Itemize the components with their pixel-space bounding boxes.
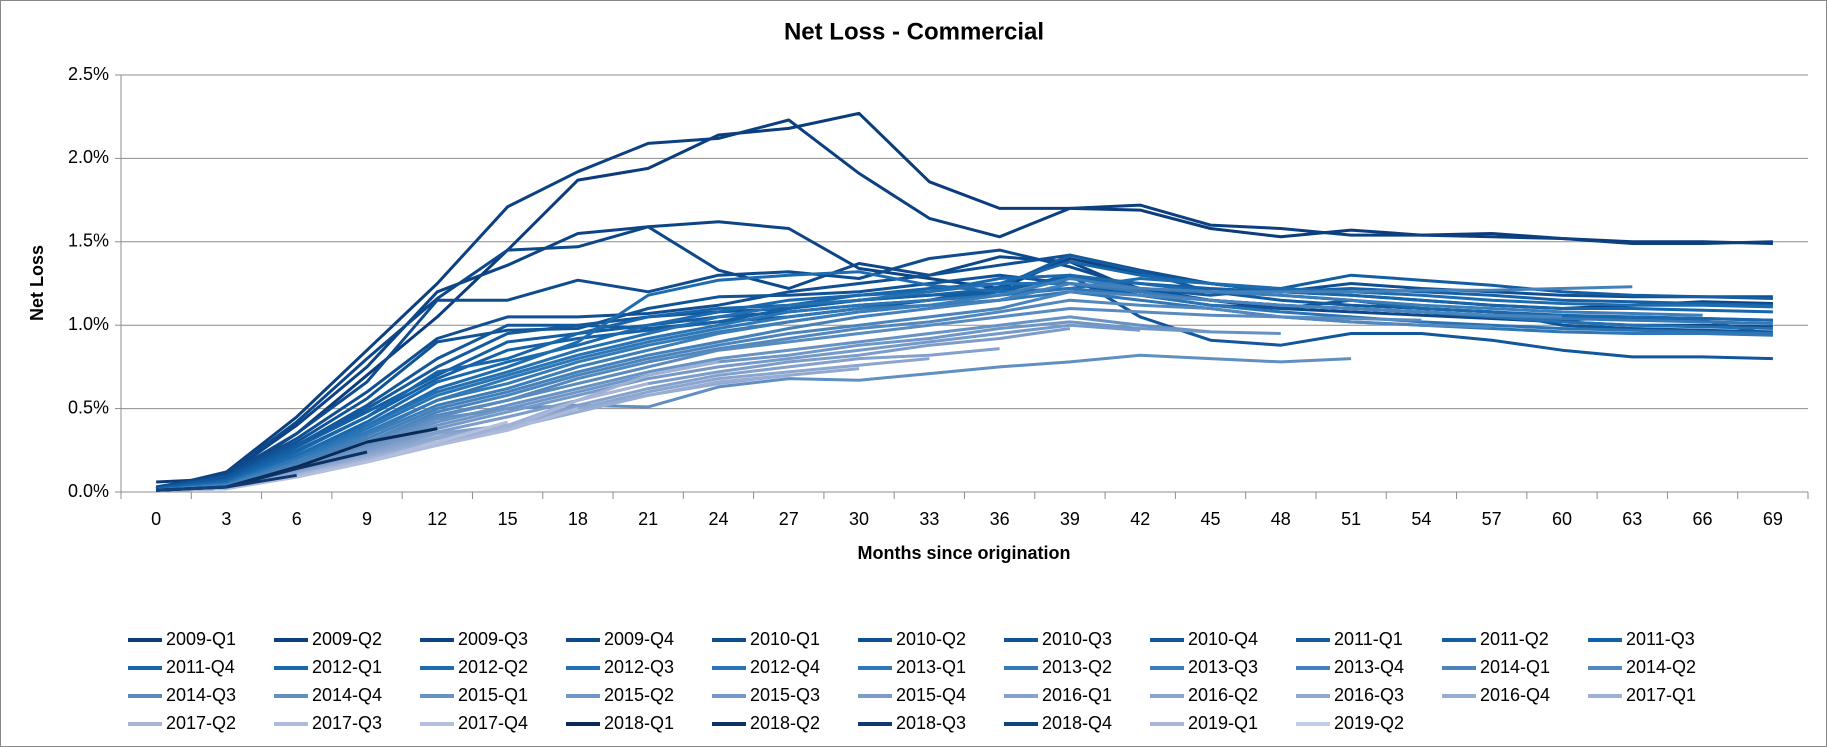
legend-label: 2015-Q4 [896,685,966,705]
x-tick-label: 39 [1060,509,1080,529]
x-tick-label: 9 [362,509,372,529]
y-tick-label: 1.5% [68,231,109,251]
y-tick-label: 0.5% [68,397,109,417]
legend-label: 2018-Q2 [750,713,820,733]
series-line [155,118,1773,491]
series-line [155,277,1703,492]
series-line [156,347,1000,492]
legend-label: 2009-Q2 [312,629,382,649]
legend-label: 2019-Q1 [1188,713,1258,733]
y-tick-label: 2.5% [68,64,109,84]
legend-label: 2019-Q2 [1334,713,1404,733]
y-tick-label: 0.0% [68,481,109,501]
x-tick-label: 15 [498,509,518,529]
legend-label: 2014-Q2 [1626,657,1696,677]
x-tick-label: 45 [1201,509,1221,529]
legend-label: 2014-Q1 [1480,657,1550,677]
legend-label: 2018-Q4 [1042,713,1112,733]
legend-label: 2010-Q4 [1188,629,1258,649]
x-tick-label: 51 [1341,509,1361,529]
y-axis-title: Net Loss [27,245,47,321]
legend-label: 2010-Q2 [896,629,966,649]
legend-label: 2011-Q2 [1480,629,1549,649]
series-line [155,273,1773,492]
legend-label: 2011-Q3 [1626,629,1695,649]
x-tick-label: 33 [919,509,939,529]
series-line [155,282,1773,492]
legend-label: 2009-Q4 [604,629,674,649]
legend-label: 2013-Q2 [1042,657,1112,677]
series-line [155,287,1773,492]
legend-label: 2009-Q3 [458,629,528,649]
series-line [156,485,227,492]
series-line [155,273,1773,491]
series-line [156,315,1281,492]
legend-label: 2018-Q3 [896,713,966,733]
legend-label: 2009-Q1 [166,629,236,649]
x-tick-label: 18 [568,509,588,529]
legend-label: 2017-Q4 [458,713,528,733]
chart-title: Net Loss - Commercial [784,18,1044,45]
legend-label: 2014-Q3 [166,685,236,705]
x-tick-label: 57 [1482,509,1502,529]
legend-label: 2010-Q3 [1042,629,1112,649]
legend-label: 2013-Q4 [1334,657,1404,677]
x-tick-label: 0 [151,509,161,529]
x-axis-title: Months since origination [857,543,1070,563]
x-tick-label: 24 [708,509,728,529]
legend-label: 2011-Q1 [1334,629,1403,649]
legend-label: 2010-Q1 [750,629,820,649]
legend-label: 2016-Q4 [1480,685,1550,705]
legend-label: 2015-Q1 [458,685,528,705]
series-line [155,253,1773,491]
legend-label: 2012-Q1 [312,657,382,677]
x-tick-label: 42 [1130,509,1150,529]
series-line [155,277,1773,491]
legend-label: 2017-Q2 [166,713,236,733]
series-line [156,111,1773,484]
x-tick-label: 30 [849,509,869,529]
x-tick-label: 60 [1552,509,1572,529]
y-tick-label: 2.0% [68,147,109,167]
legend-label: 2017-Q1 [1626,685,1696,705]
x-tick-label: 6 [292,509,302,529]
x-tick-label: 69 [1763,509,1783,529]
x-tick-label: 36 [990,509,1010,529]
x-tick-label: 27 [779,509,799,529]
legend-label: 2013-Q3 [1188,657,1258,677]
legend-label: 2015-Q2 [604,685,674,705]
y-tick-label: 1.0% [68,314,109,334]
legend-label: 2018-Q1 [604,713,674,733]
x-tick-label: 3 [221,509,231,529]
legend-label: 2016-Q2 [1188,685,1258,705]
legend-label: 2017-Q3 [312,713,382,733]
x-tick-label: 48 [1271,509,1291,529]
legend-label: 2012-Q3 [604,657,674,677]
legend-label: 2016-Q3 [1334,685,1404,705]
legend-label: 2014-Q4 [312,685,382,705]
legend-label: 2016-Q1 [1042,685,1112,705]
x-tick-label: 66 [1693,509,1713,529]
x-tick-label: 54 [1411,509,1431,529]
series-line [155,282,1633,492]
x-tick-label: 21 [638,509,658,529]
legend-label: 2015-Q3 [750,685,820,705]
x-tick-label: 63 [1622,509,1642,529]
legend-label: 2012-Q2 [458,657,528,677]
x-tick-label: 12 [427,509,447,529]
legend-label: 2012-Q4 [750,657,820,677]
legend-label: 2011-Q4 [166,657,235,677]
legend-label: 2013-Q1 [896,657,966,677]
